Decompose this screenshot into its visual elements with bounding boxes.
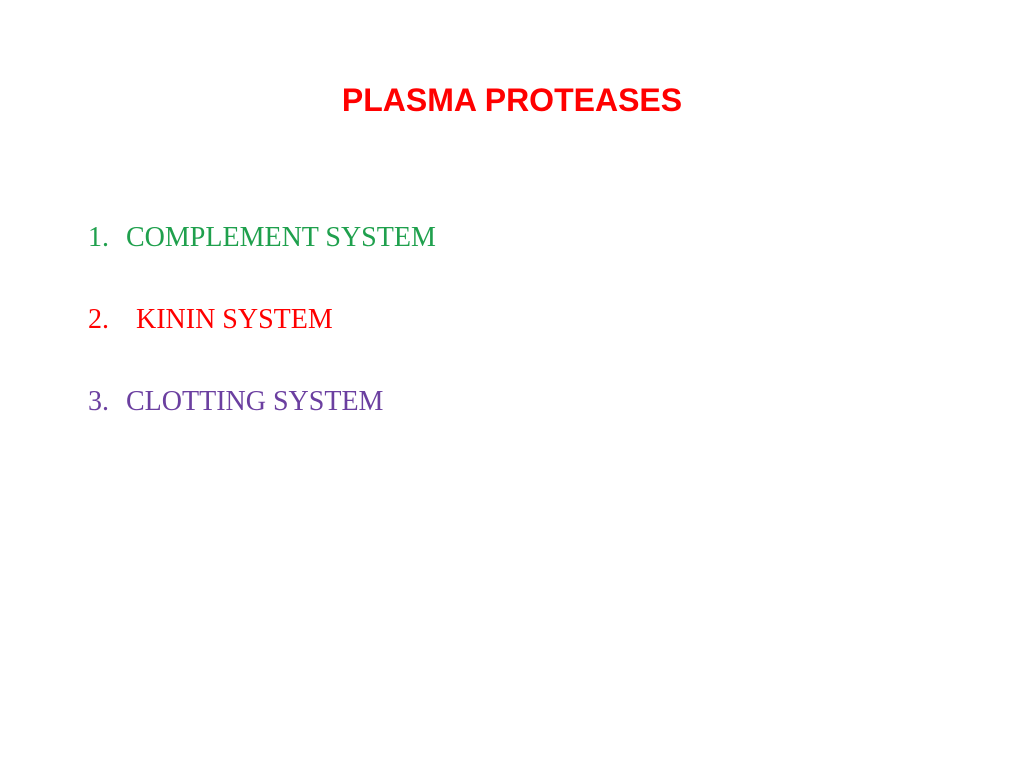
list-item: 1. COMPLEMENT SYSTEM bbox=[88, 222, 436, 254]
list-item-text: CLOTTING SYSTEM bbox=[126, 386, 383, 417]
list-item: 2. KININ SYSTEM bbox=[88, 304, 436, 336]
slide: PLASMA PROTEASES 1. COMPLEMENT SYSTEM 2. K… bbox=[0, 0, 1024, 768]
list-item-text: KININ SYSTEM bbox=[136, 304, 333, 335]
numbered-list: 1. COMPLEMENT SYSTEM 2. KININ SYSTEM 3. CLO… bbox=[88, 222, 436, 468]
list-item: 3. CLOTTING SYSTEM bbox=[88, 386, 436, 418]
slide-title: PLASMA PROTEASES bbox=[0, 82, 1024, 119]
list-item-text: COMPLEMENT SYSTEM bbox=[126, 222, 436, 253]
list-item-number: 1. bbox=[88, 222, 116, 254]
list-item-number: 3. bbox=[88, 386, 116, 418]
list-item-number: 2. bbox=[88, 304, 116, 336]
